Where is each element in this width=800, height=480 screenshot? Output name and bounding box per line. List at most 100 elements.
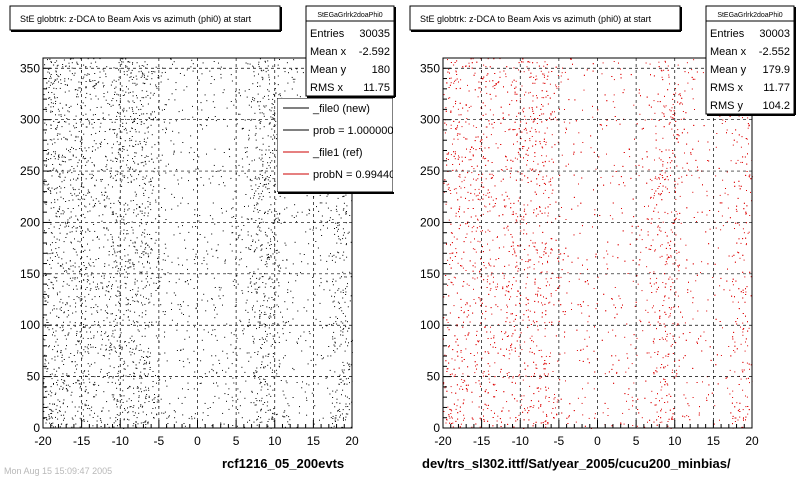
data-point <box>254 375 256 376</box>
data-point <box>87 348 89 350</box>
data-point <box>265 61 266 63</box>
data-point <box>251 391 253 393</box>
data-point <box>284 322 286 324</box>
data-point <box>197 239 199 240</box>
data-point <box>133 120 135 122</box>
data-point <box>44 297 46 299</box>
data-point <box>76 333 78 335</box>
data-point <box>177 257 179 259</box>
data-point <box>74 127 76 129</box>
data-point <box>262 137 264 139</box>
data-point <box>273 236 275 238</box>
data-point <box>271 103 273 105</box>
data-point <box>98 384 100 386</box>
data-point <box>90 265 92 267</box>
data-point <box>76 277 78 279</box>
data-point <box>125 65 127 67</box>
data-point <box>134 278 136 280</box>
data-point <box>342 195 344 197</box>
data-point <box>134 152 136 154</box>
data-point <box>168 415 170 417</box>
data-point <box>218 62 219 64</box>
data-point <box>79 383 81 385</box>
data-point <box>45 300 47 302</box>
data-point <box>89 365 91 367</box>
data-point <box>83 262 85 263</box>
data-point <box>60 351 62 353</box>
data-point <box>155 116 156 118</box>
data-point <box>262 276 264 278</box>
data-point <box>55 416 56 418</box>
data-point <box>110 346 112 348</box>
data-point <box>49 257 51 259</box>
data-point <box>73 355 75 356</box>
data-point <box>116 133 118 135</box>
data-point <box>258 198 260 200</box>
data-point <box>121 266 123 268</box>
data-point <box>203 260 205 261</box>
data-point <box>257 234 259 236</box>
data-point <box>138 174 140 176</box>
data-point <box>52 260 53 261</box>
data-point <box>239 391 241 393</box>
data-point <box>141 104 142 105</box>
data-point <box>55 129 57 130</box>
data-point <box>46 322 48 323</box>
data-point <box>67 208 69 209</box>
data-point <box>102 272 104 274</box>
data-point <box>50 193 52 194</box>
data-point <box>248 104 250 106</box>
data-point <box>94 114 96 115</box>
data-point <box>53 155 55 157</box>
data-point <box>345 403 347 405</box>
data-point <box>53 138 55 140</box>
data-point <box>148 363 150 364</box>
data-point <box>57 64 59 66</box>
data-point <box>56 292 58 294</box>
data-point <box>70 211 72 213</box>
data-point <box>272 104 274 105</box>
data-point <box>130 376 132 377</box>
data-point <box>43 317 45 319</box>
data-point <box>205 273 207 275</box>
data-point <box>58 154 60 156</box>
data-point <box>47 327 49 329</box>
data-point <box>259 178 260 180</box>
data-point <box>110 313 112 315</box>
data-point <box>338 252 340 254</box>
data-point <box>50 106 52 108</box>
data-point <box>158 249 160 251</box>
data-point <box>188 417 190 419</box>
data-point <box>87 344 89 346</box>
data-point <box>327 387 329 389</box>
data-point <box>277 324 279 326</box>
data-point <box>250 249 252 250</box>
data-point <box>259 58 261 60</box>
data-point <box>119 68 121 70</box>
data-point <box>81 183 83 185</box>
data-point <box>214 329 216 331</box>
data-point <box>85 310 87 312</box>
data-point <box>269 209 271 211</box>
data-point <box>336 402 338 404</box>
data-point <box>112 313 113 315</box>
data-point <box>265 338 266 340</box>
data-point <box>166 360 168 362</box>
data-point <box>265 234 267 236</box>
data-point <box>145 386 147 388</box>
data-point <box>75 365 76 367</box>
data-point <box>107 143 109 145</box>
data-point <box>267 353 269 355</box>
data-point <box>71 67 73 69</box>
data-point <box>111 343 113 345</box>
data-point <box>206 153 207 155</box>
data-point <box>75 302 77 304</box>
data-point <box>118 295 120 297</box>
data-point <box>80 336 82 338</box>
data-point <box>102 117 104 119</box>
data-point <box>204 373 206 375</box>
data-point <box>55 277 56 279</box>
data-point <box>248 137 250 139</box>
data-point <box>284 71 286 73</box>
data-point <box>94 205 96 207</box>
